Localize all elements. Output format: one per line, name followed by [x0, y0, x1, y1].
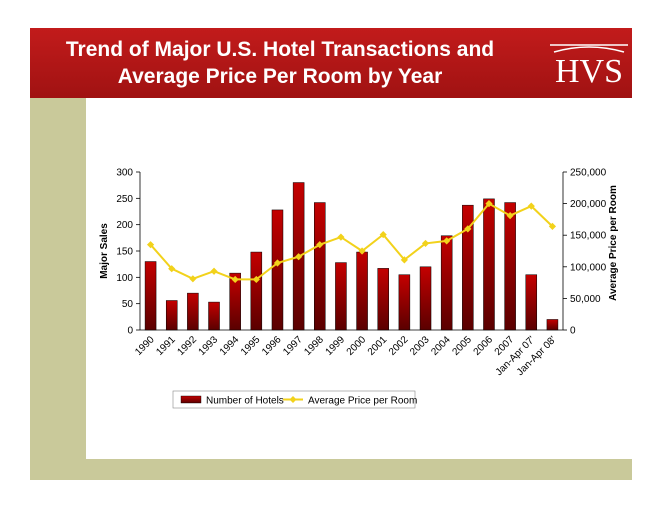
- legend-line-label: Average Price per Room: [308, 396, 417, 407]
- left-tick-label: 100: [116, 273, 133, 284]
- bar-number-of-hotels: [356, 251, 368, 331]
- x-axis-labels: 1990199119921993199419951996199719981999…: [133, 334, 558, 378]
- x-tick-label: 1991: [154, 334, 178, 358]
- bar-number-of-hotels: [398, 274, 411, 331]
- right-axis: 0 50,000 100,000 150,000 200,000 250,000: [562, 168, 607, 337]
- x-tick-label: 2004: [429, 334, 453, 358]
- left-tick-label: 50: [122, 299, 134, 310]
- left-tick-label: 0: [127, 326, 133, 337]
- point-average-price: [146, 241, 155, 249]
- bar-number-of-hotels: [377, 268, 389, 331]
- right-tick-label: 250,000: [570, 168, 607, 179]
- point-average-price: [379, 230, 387, 239]
- left-tick-label: 250: [116, 194, 133, 205]
- point-average-price: [337, 233, 345, 241]
- bar-number-of-hotels: [250, 251, 263, 331]
- hvs-logo: HVS: [546, 36, 632, 92]
- x-tick-label: 1994: [218, 334, 242, 358]
- logo-text: HVS: [555, 53, 623, 90]
- x-tick-label: 2000: [345, 334, 369, 358]
- bar-number-of-hotels: [504, 202, 516, 331]
- point-average-price: [421, 239, 430, 248]
- title-line-2: Average Price Per Room by Year: [117, 65, 443, 88]
- point-average-price: [210, 267, 218, 275]
- bar-number-of-hotels: [440, 235, 453, 331]
- point-average-price: [295, 253, 303, 261]
- right-axis-title: Average Price per Room: [608, 185, 619, 301]
- x-tick-label: 2003: [408, 334, 432, 358]
- bar-number-of-hotels: [462, 204, 474, 331]
- bar-number-of-hotels: [165, 300, 178, 331]
- x-tick-label: 2001: [366, 334, 390, 358]
- right-tick-label: 50,000: [570, 294, 601, 305]
- left-axis: 0 50 100 150 200 250 300: [116, 168, 563, 337]
- decorative-bottom-panel: [30, 459, 632, 480]
- bar-number-of-hotels: [229, 272, 241, 331]
- point-average-price: [358, 247, 366, 255]
- x-tick-label: 1999: [324, 334, 348, 358]
- point-average-price: [527, 202, 535, 210]
- bar-number-of-hotels: [144, 261, 157, 331]
- title-banner: Trend of Major U.S. Hotel Transactions a…: [30, 28, 632, 98]
- x-tick-label: 1993: [197, 334, 221, 358]
- point-average-price: [506, 212, 514, 220]
- bar-number-of-hotels: [483, 198, 495, 331]
- bar-number-of-hotels: [187, 292, 199, 331]
- bar-series: [144, 182, 559, 331]
- x-tick-label: 1990: [133, 334, 157, 358]
- left-axis-title: Major Sales: [99, 223, 110, 279]
- point-average-price: [189, 275, 197, 283]
- x-tick-label: 2005: [450, 334, 474, 358]
- point-average-price: [548, 222, 557, 230]
- x-tick-label: 2006: [472, 334, 496, 358]
- decorative-side-panel: [30, 98, 86, 480]
- point-average-price: [252, 275, 260, 284]
- point-average-price: [231, 275, 239, 284]
- chart-title: Trend of Major U.S. Hotel Transactions a…: [30, 36, 530, 90]
- right-tick-label: 100,000: [570, 262, 607, 273]
- bar-number-of-hotels: [525, 274, 538, 331]
- x-tick-label: 2002: [387, 334, 411, 358]
- left-tick-label: 200: [116, 220, 133, 231]
- line-series: [146, 200, 557, 284]
- legend-bar-label: Number of Hotels: [206, 396, 284, 407]
- bar-number-of-hotels: [271, 209, 284, 331]
- left-tick-label: 150: [116, 247, 133, 258]
- x-tick-label: 1998: [302, 334, 326, 358]
- point-average-price: [443, 237, 451, 245]
- bar-number-of-hotels: [335, 262, 347, 331]
- point-average-price: [464, 225, 472, 233]
- right-tick-label: 0: [570, 326, 576, 337]
- line-average-price: [149, 202, 554, 281]
- x-tick-label: 1992: [175, 334, 199, 358]
- bar-number-of-hotels: [546, 319, 559, 331]
- point-average-price: [485, 200, 493, 208]
- x-tick-label: 1995: [239, 334, 263, 358]
- legend-line-marker: [289, 396, 297, 403]
- point-average-price: [400, 256, 408, 264]
- left-tick-label: 300: [116, 168, 133, 179]
- point-average-price: [273, 259, 282, 267]
- bar-number-of-hotels: [419, 266, 432, 331]
- right-tick-label: 200,000: [570, 199, 607, 210]
- bar-number-of-hotels: [314, 202, 326, 331]
- point-average-price: [168, 265, 176, 273]
- legend: Number of Hotels Average Price per Room: [172, 390, 417, 409]
- right-tick-label: 150,000: [570, 231, 607, 242]
- point-average-price: [316, 241, 324, 249]
- legend-bar-swatch: [180, 395, 202, 404]
- bar-number-of-hotels: [208, 301, 220, 331]
- title-line-1: Trend of Major U.S. Hotel Transactions a…: [65, 38, 495, 61]
- x-tick-label: 1996: [260, 334, 284, 358]
- x-tick-label: 1997: [281, 334, 305, 358]
